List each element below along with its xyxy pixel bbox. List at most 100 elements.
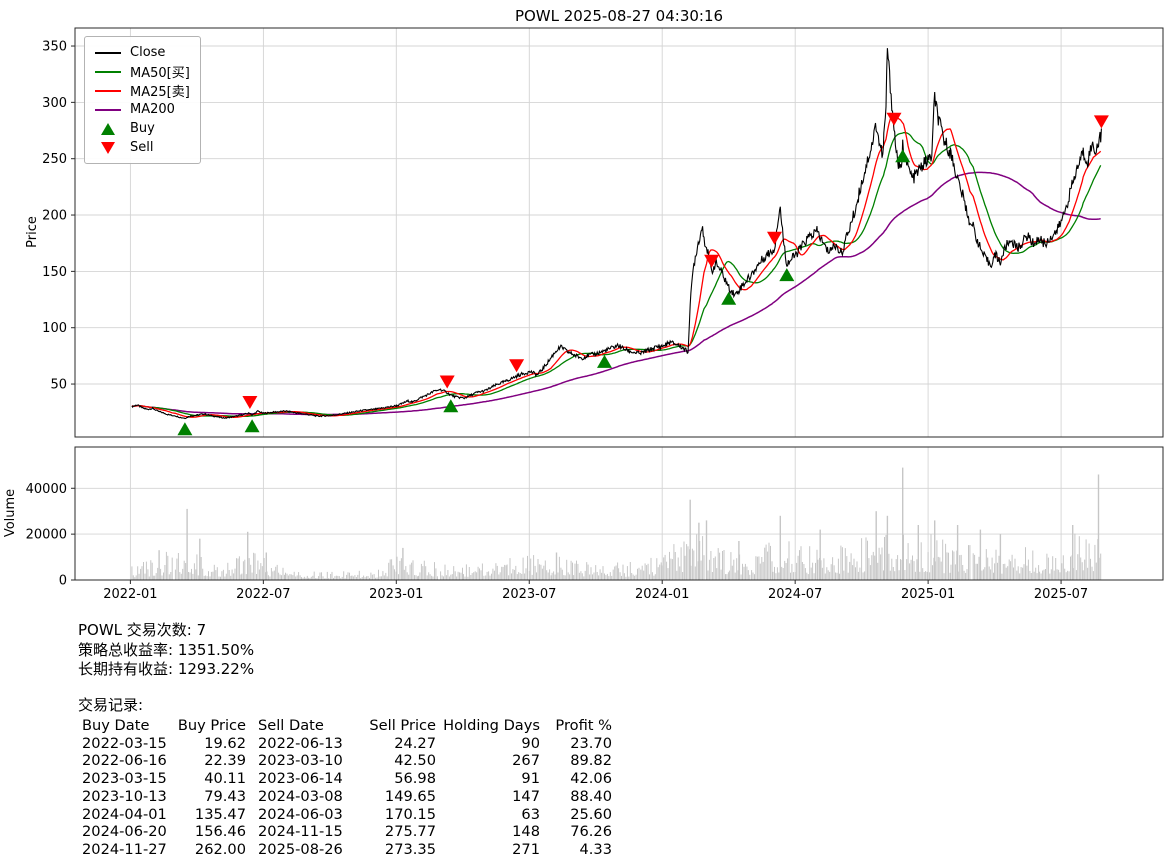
- table-cell: 2024-06-03: [258, 805, 343, 823]
- legend-item-buy: Buy: [93, 119, 190, 138]
- table-cell: 2023-10-13: [82, 787, 167, 805]
- trade-table-row: 2022-06-16 22.39 2023-03-10 42.50 267 89.82: [78, 752, 612, 770]
- buy-marker-icon: [779, 268, 795, 282]
- trade-table-row: 2022-03-15 19.62 2022-06-13 24.27 90 23.70: [78, 735, 612, 753]
- legend-item-ma50: MA50[买]: [93, 62, 190, 81]
- tick-label: 300: [42, 96, 67, 111]
- trade-table-row: 2023-03-15 40.11 2023-06-14 56.98 91 42.06: [78, 770, 612, 788]
- chart-title: POWL 2025-08-27 04:30:16: [514, 7, 724, 25]
- tick-label: 250: [42, 152, 67, 167]
- table-cell: 76.26: [570, 823, 612, 841]
- table-cell: 42.06: [570, 770, 612, 788]
- buy-marker-icon: [721, 291, 737, 305]
- ma25-swatch-shape: [95, 89, 121, 92]
- legend-label: MA25[卖]: [130, 85, 190, 100]
- legend-label: MA50[买]: [130, 66, 190, 81]
- table-cell: 91: [521, 770, 540, 788]
- table-cell: 40.11: [204, 770, 246, 788]
- table-cell: 2023-06-14: [258, 770, 343, 788]
- table-cell: 148: [512, 823, 540, 841]
- table-cell: 2023-03-10: [258, 752, 343, 770]
- table-cell: 63: [521, 805, 540, 823]
- tick-label: 2024-01: [635, 587, 689, 602]
- ma200-line: [131, 171, 1101, 416]
- tick-label: 40000: [26, 482, 67, 497]
- table-cell: 89.82: [570, 752, 612, 770]
- table-cell: 42.50: [394, 752, 436, 770]
- tick-label: 2023-01: [369, 587, 423, 602]
- legend-label: Close: [130, 45, 166, 60]
- tick-label: 2025-01: [901, 587, 955, 602]
- trade-records-heading: 交易记录:: [78, 695, 144, 714]
- buy-marker-icon: [177, 422, 193, 436]
- strategy-return-line: 策略总收益率: 1351.50%: [78, 640, 255, 659]
- sell-marker-icon: [704, 254, 720, 268]
- sell-marker-icon: [242, 396, 258, 409]
- summary-block: POWL 交易次数: 7 策略总收益率: 1351.50% 长期持有收益: 12…: [78, 621, 612, 859]
- table-cell: 2023-03-15: [82, 770, 167, 788]
- table-cell: 271: [512, 840, 540, 858]
- tick-label: 50: [50, 378, 67, 393]
- sell-marker-icon: [509, 359, 525, 373]
- table-cell: 88.40: [570, 787, 612, 805]
- close-swatch-shape: [95, 51, 121, 54]
- legend: Close MA50[买] MA25[卖] MA200 Buy Sell: [84, 36, 201, 164]
- table-cell: 170.15: [384, 805, 436, 823]
- tick-label: 2022-07: [236, 587, 290, 602]
- sell-triangle-down-icon: [93, 141, 123, 154]
- table-cell: 4.33: [579, 840, 613, 858]
- trade-table-row: 2024-11-27 262.00 2025-08-26 273.35 271 4.33: [78, 841, 612, 859]
- ma50-swatch-shape: [95, 70, 121, 73]
- table-cell: 135.47: [194, 805, 246, 823]
- table-cell: 149.65: [384, 787, 436, 805]
- table-cell: 23.70: [570, 734, 612, 752]
- ma25-line-swatch: [93, 89, 123, 92]
- table-cell: 2024-04-01: [82, 805, 167, 823]
- tick-label: 150: [42, 265, 67, 280]
- column-header: Buy Date: [82, 717, 150, 734]
- legend-item-close: Close: [93, 43, 190, 62]
- tick-label: 20000: [26, 528, 67, 543]
- table-cell: 79.43: [204, 787, 246, 805]
- table-cell: 56.98: [394, 770, 436, 788]
- sell-marker-icon: [439, 375, 455, 389]
- ma25-line: [131, 115, 1102, 418]
- column-header: Holding Days: [443, 717, 540, 734]
- table-cell: 267: [512, 752, 540, 770]
- sell-marker-icon: [1093, 115, 1109, 129]
- tick-marks: [71, 45, 1062, 584]
- trade-table: Buy Date Buy Price Sell Date Sell Price Hold…: [78, 717, 612, 859]
- trade-table-header: Buy Date Buy Price Sell Date Sell Price Hold…: [78, 717, 612, 735]
- tick-label: 100: [42, 321, 67, 336]
- buy-marker-icon: [895, 149, 911, 163]
- buy-marker-icon: [443, 399, 459, 413]
- column-header: Profit %: [555, 717, 612, 734]
- table-cell: 2024-11-15: [258, 823, 343, 841]
- tick-label: 2024-07: [768, 587, 822, 602]
- legend-item-sell: Sell: [93, 138, 190, 157]
- trade-table-row: 2024-04-01 135.47 2024-06-03 170.15 63 25.60: [78, 806, 612, 824]
- table-cell: 262.00: [194, 840, 246, 858]
- legend-item-ma25: MA25[卖]: [93, 81, 190, 100]
- tick-label: 0: [59, 574, 67, 589]
- table-cell: 156.46: [194, 823, 246, 841]
- legend-label: Buy: [130, 121, 155, 136]
- table-cell: 22.39: [204, 752, 246, 770]
- trade-markers: [177, 112, 1109, 436]
- table-cell: 2025-08-26: [258, 840, 343, 858]
- table-cell: 2022-06-16: [82, 752, 167, 770]
- gridlines: [75, 28, 1163, 581]
- table-cell: 2022-06-13: [258, 734, 343, 752]
- tick-label: 2023-07: [502, 587, 556, 602]
- volume-axis-label: Volume: [3, 489, 18, 537]
- trade-table-row: 2024-06-20 156.46 2024-11-15 275.77 148 76.26: [78, 823, 612, 841]
- ma200-swatch-shape: [95, 108, 121, 111]
- sell-marker-icon: [886, 112, 902, 126]
- table-cell: 25.60: [570, 805, 612, 823]
- table-cell: 2024-06-20: [82, 823, 167, 841]
- tick-label: 2022-01: [103, 587, 157, 602]
- table-cell: 2024-03-08: [258, 787, 343, 805]
- buy-marker-icon: [597, 354, 612, 368]
